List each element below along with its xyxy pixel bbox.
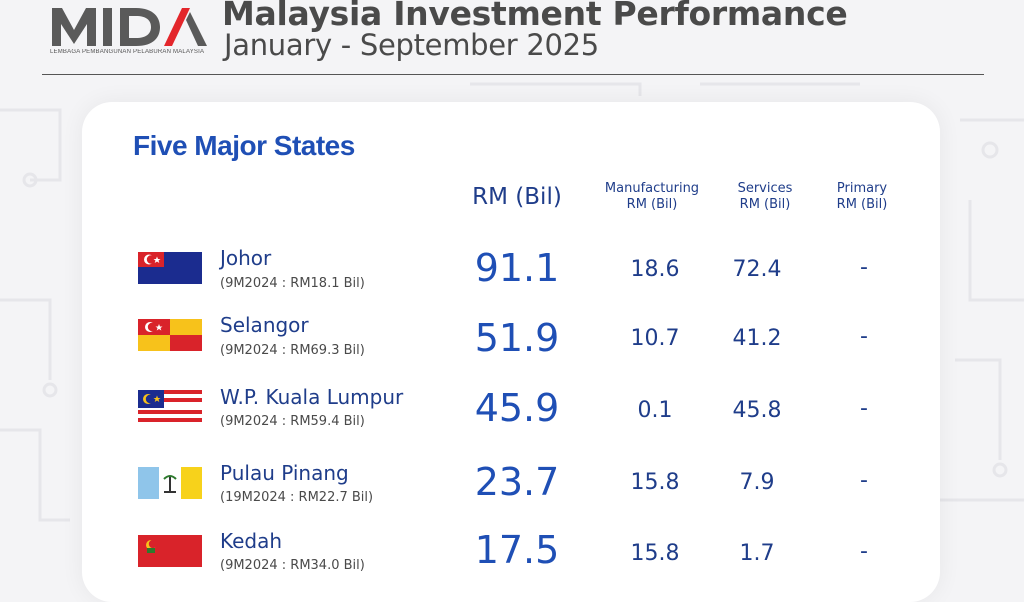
- section-title: Five Major States: [133, 130, 355, 161]
- page-title: Malaysia Investment Performance: [222, 0, 848, 33]
- state-previous-value: (9M2024 : RM18.1 Bil): [220, 276, 365, 291]
- table-row-johor: Johor (9M2024 : RM18.1 Bil) 91.1 18.6 72…: [0, 246, 1024, 318]
- state-name: Pulau Pinang: [220, 461, 349, 485]
- table-row-pulau-pinang: Pulau Pinang (19M2024 : RM22.7 Bil) 23.7…: [0, 459, 1024, 529]
- table-row-selangor: Selangor (9M2024 : RM69.3 Bil) 51.9 10.7…: [0, 313, 1024, 386]
- total-value: 91.1: [474, 246, 560, 290]
- table-row-kuala-lumpur: W.P. Kuala Lumpur (9M2024 : RM59.4 Bil) …: [0, 385, 1024, 456]
- primary-value: -: [860, 255, 868, 280]
- kedah-flag-icon: [138, 535, 202, 567]
- kuala-lumpur-flag-icon: [138, 390, 202, 422]
- states-card: [82, 102, 940, 602]
- column-header-services: Services RM (Bil): [737, 181, 793, 212]
- services-value: 72.4: [732, 257, 782, 282]
- primary-value: -: [860, 396, 868, 421]
- total-value: 45.9: [474, 386, 560, 430]
- services-value: 7.9: [739, 470, 775, 495]
- column-header-manufacturing: Manufacturing RM (Bil): [604, 181, 700, 212]
- page-subtitle: January - September 2025: [224, 28, 599, 62]
- total-value: 51.9: [474, 316, 560, 360]
- manufacturing-value: 15.8: [630, 541, 680, 566]
- johor-flag-icon: [138, 252, 202, 284]
- penang-flag-icon: [138, 467, 202, 499]
- total-value: 23.7: [474, 460, 560, 504]
- column-header-total: RM (Bil): [472, 184, 562, 210]
- total-value: 17.5: [474, 528, 560, 572]
- primary-value: -: [860, 539, 868, 564]
- state-name: Kedah: [220, 529, 283, 553]
- manufacturing-value: 15.8: [630, 470, 680, 495]
- manufacturing-value: 0.1: [637, 398, 673, 423]
- selangor-flag-icon: [138, 319, 202, 351]
- state-previous-value: (19M2024 : RM22.7 Bil): [220, 490, 374, 505]
- table-row-kedah: Kedah (9M2024 : RM34.0 Bil) 17.5 15.8 1.…: [0, 528, 1024, 599]
- manufacturing-value: 10.7: [630, 326, 680, 351]
- services-value: 45.8: [732, 398, 782, 423]
- state-name: Johor: [220, 246, 272, 270]
- state-previous-value: (9M2024 : RM69.3 Bil): [220, 343, 365, 358]
- state-previous-value: (9M2024 : RM34.0 Bil): [220, 558, 365, 573]
- header-divider: [42, 74, 984, 75]
- state-name: Selangor: [220, 313, 309, 337]
- mida-logo: LEMBAGA PEMBANGUNAN PELABURAN MALAYSIA: [50, 4, 210, 56]
- services-value: 1.7: [739, 541, 775, 566]
- logo-subtitle: LEMBAGA PEMBANGUNAN PELABURAN MALAYSIA: [50, 49, 205, 55]
- state-previous-value: (9M2024 : RM59.4 Bil): [220, 414, 365, 429]
- primary-value: -: [860, 324, 868, 349]
- circuit-background: [0, 82, 1024, 522]
- manufacturing-value: 18.6: [630, 257, 680, 282]
- state-name: W.P. Kuala Lumpur: [220, 385, 404, 409]
- column-header-primary: Primary RM (Bil): [836, 181, 888, 212]
- services-value: 41.2: [732, 326, 782, 351]
- primary-value: -: [860, 468, 868, 493]
